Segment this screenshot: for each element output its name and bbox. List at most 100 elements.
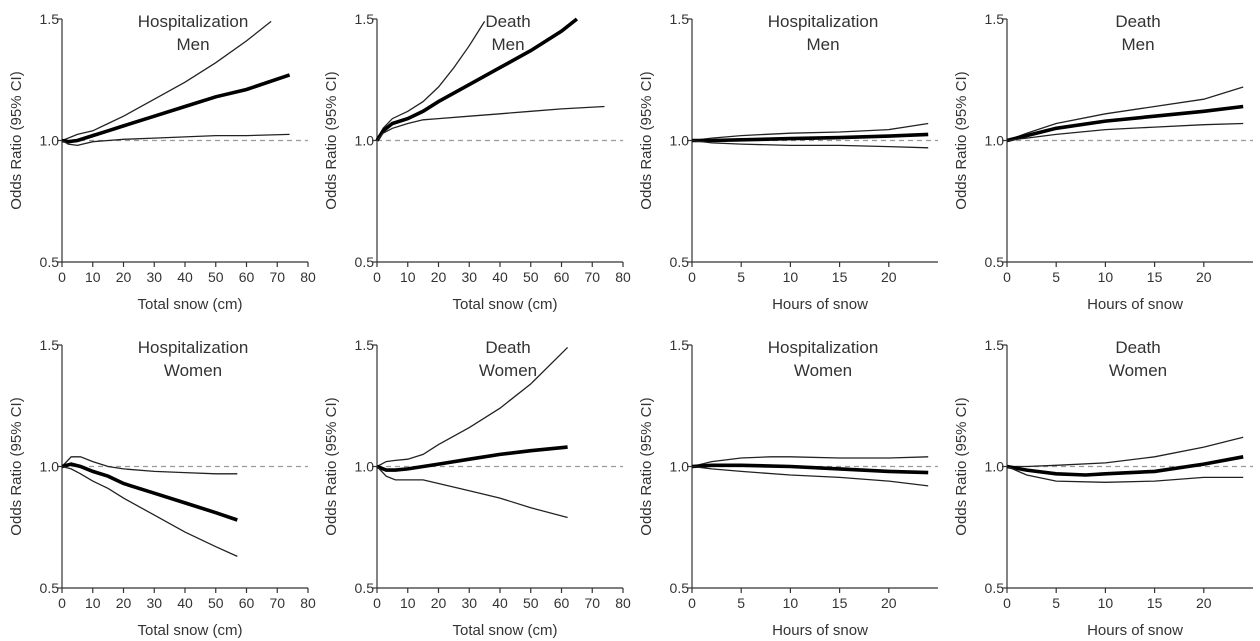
chart-panel: 0.5 1.0 1.5 0 10 20 30 40 50 60 70 80 Hospitalizatio… [8,337,316,639]
y-axis-label: Odds Ratio (95% CI) [953,397,970,535]
panel-title: Hospitalization [138,338,249,357]
x-axis-label: Total snow (cm) [452,622,557,639]
x-tick-label: 80 [300,595,316,611]
y-tick-label: 1.5 [40,11,60,27]
x-tick-label: 50 [208,269,224,285]
x-tick-label: 70 [584,269,600,285]
x-tick-label: 80 [615,595,631,611]
y-axis-label: Odds Ratio (95% CI) [323,71,340,209]
x-tick-label: 0 [373,595,381,611]
ci-lower-bound-line [61,133,290,147]
x-tick-label: 10 [783,269,799,285]
y-tick-label: 1.5 [985,11,1005,27]
x-tick-label: 0 [688,269,696,285]
y-axis-label: Odds Ratio (95% CI) [8,71,25,209]
x-tick-label: 70 [269,269,285,285]
x-tick-label: 5 [1052,269,1060,285]
odds-ratio-estimate-line [61,73,291,144]
x-tick-label: 10 [1098,269,1114,285]
y-tick-label: 0.5 [670,580,690,596]
x-tick-label: 15 [832,269,848,285]
x-tick-label: 15 [1147,269,1163,285]
x-tick-label: 5 [1052,595,1060,611]
y-tick-label: 1.5 [985,337,1005,353]
panel-title: Death [1115,338,1160,357]
y-tick-label: 1.0 [985,459,1005,475]
chart-panel: 0.5 1.0 1.5 0 5 10 15 20 Death Women Hours of snow… [953,337,1253,639]
y-tick-label: 1.0 [40,133,60,149]
x-tick-label: 0 [688,595,696,611]
y-tick-label: 1.0 [670,133,690,149]
ci-lower-bound-line [691,139,929,149]
ci-upper-bound-line [691,456,929,468]
x-tick-label: 30 [146,269,162,285]
chart-panel: 0.5 1.0 1.5 0 5 10 15 20 Hospitalization Women Hou… [638,337,938,639]
ci-lower-bound-line [61,465,238,557]
y-axis-label: Odds Ratio (95% CI) [953,71,970,209]
x-tick-label: 30 [461,269,477,285]
ci-lower-bound-line [691,465,929,487]
y-tick-label: 0.5 [40,580,60,596]
ci-upper-bound-line [1006,86,1244,142]
x-tick-label: 15 [1147,595,1163,611]
x-tick-label: 20 [116,595,132,611]
y-axis-label: Odds Ratio (95% CI) [8,397,25,535]
panel-title: Hospitalization [768,338,879,357]
x-tick-label: 15 [832,595,848,611]
odds-ratio-estimate-line [375,17,579,142]
panel-subtitle: Men [491,35,524,54]
x-tick-label: 0 [58,595,66,611]
y-tick-label: 1.5 [355,11,375,27]
x-tick-label: 70 [584,595,600,611]
y-tick-label: 1.0 [355,133,375,149]
ci-upper-bound-line [61,456,238,475]
x-tick-label: 60 [554,595,570,611]
ci-upper-bound-line [691,122,929,142]
ci-upper-bound-line [1007,436,1244,468]
x-tick-label: 10 [1098,595,1114,611]
x-tick-label: 10 [400,269,416,285]
x-axis-label: Total snow (cm) [452,296,557,313]
panel-title: Death [485,12,530,31]
x-tick-label: 0 [58,269,66,285]
x-tick-label: 50 [523,595,539,611]
ci-lower-bound-line [1006,122,1244,142]
panel-subtitle: Men [176,35,209,54]
x-tick-label: 20 [881,269,897,285]
y-axis-label: Odds Ratio (95% CI) [323,397,340,535]
y-tick-label: 1.5 [670,11,690,27]
x-tick-label: 80 [300,269,316,285]
ci-lower-bound-line [1006,465,1244,483]
x-axis-label: Hours of snow [772,622,868,639]
panel-title: Death [1115,12,1160,31]
odds-ratio-estimate-line [1006,104,1244,143]
y-tick-label: 0.5 [985,254,1005,270]
x-tick-label: 0 [373,269,381,285]
odds-ratio-estimate-line [1006,455,1244,477]
x-tick-label: 20 [1196,269,1212,285]
panel-subtitle: Women [479,361,537,380]
x-tick-label: 10 [783,595,799,611]
x-tick-label: 40 [177,269,193,285]
x-tick-label: 20 [431,269,447,285]
x-tick-label: 40 [492,595,508,611]
panel-title: Death [485,338,530,357]
ci-upper-bound-line [376,21,486,141]
x-tick-label: 50 [208,595,224,611]
y-tick-label: 1.5 [40,337,60,353]
x-tick-label: 5 [737,269,745,285]
x-tick-label: 30 [461,595,477,611]
panel-subtitle: Women [164,361,222,380]
odds-ratio-estimate-line [692,132,929,143]
x-tick-label: 70 [269,595,285,611]
y-tick-label: 1.0 [40,459,60,475]
x-tick-label: 20 [881,595,897,611]
x-tick-label: 10 [85,595,101,611]
panel-subtitle: Women [1109,361,1167,380]
x-tick-label: 0 [1003,269,1011,285]
x-axis-label: Total snow (cm) [137,296,242,313]
y-tick-label: 0.5 [355,580,375,596]
x-axis-label: Hours of snow [1087,296,1183,313]
panel-subtitle: Women [794,361,852,380]
